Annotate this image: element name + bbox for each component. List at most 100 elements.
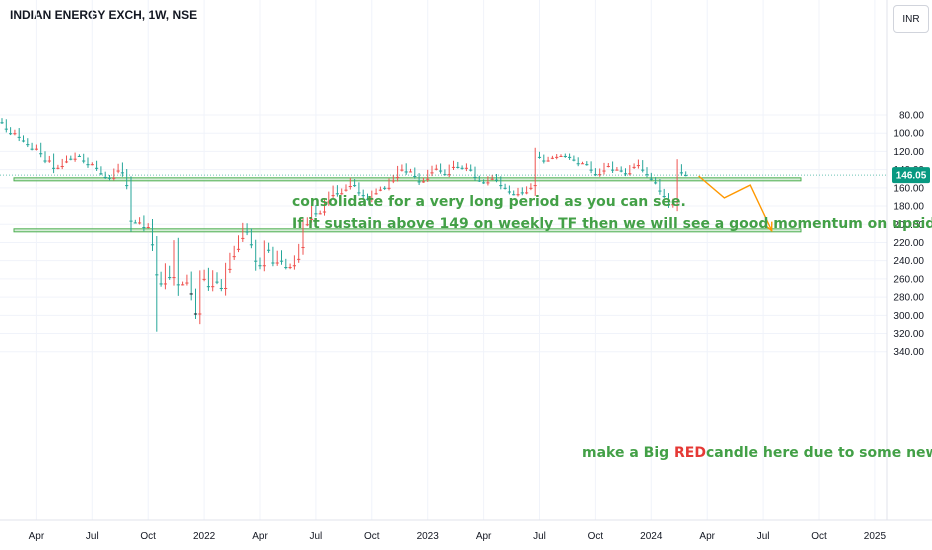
annotation-red-candle[interactable]: make a Big REDcandle here due to some ne… — [582, 442, 932, 464]
candle-down — [598, 174, 602, 176]
candle-down — [90, 164, 94, 166]
candle-down — [181, 284, 185, 286]
annotation-consolidation[interactable]: consolidate for a very long period as yo… — [292, 191, 932, 235]
candle-up — [193, 313, 198, 315]
candle-up — [589, 169, 593, 171]
candle-down — [580, 163, 585, 165]
projection-arrow-head — [764, 221, 773, 233]
candle-down — [163, 283, 167, 285]
candle-up — [542, 160, 546, 162]
candle-up — [249, 244, 253, 246]
candle-up — [520, 192, 524, 194]
candle-up — [662, 196, 666, 198]
candle-up — [383, 187, 387, 189]
candle-up — [512, 194, 516, 196]
resistance-zone[interactable] — [13, 228, 802, 233]
candle-up — [215, 281, 219, 283]
candle-up — [271, 262, 275, 264]
candle-down — [632, 166, 636, 168]
candle-down — [185, 282, 189, 284]
candle-up — [353, 185, 357, 187]
candle-up — [258, 265, 262, 267]
candle-up — [254, 260, 258, 262]
candle-up — [155, 274, 159, 276]
price-tick-label: 200.00 — [893, 220, 924, 231]
candle-down — [606, 165, 610, 167]
candle-up — [654, 182, 658, 184]
candle-down — [378, 189, 382, 191]
candle-up — [417, 181, 421, 183]
candle-down — [262, 265, 266, 267]
candle-down — [396, 176, 400, 178]
candle-up — [684, 175, 688, 177]
candle-up — [189, 293, 193, 295]
candle-up — [206, 286, 210, 288]
candle-down — [486, 182, 490, 184]
last-price-tag — [892, 167, 930, 184]
candle-up — [404, 171, 408, 173]
annotation-text-after: candle here due to some news. — [706, 445, 932, 461]
candle-down — [202, 278, 206, 280]
candle-down — [340, 193, 344, 195]
time-tick-label: 2023 — [417, 531, 440, 542]
candle-up — [507, 191, 511, 193]
candle-up — [357, 192, 361, 194]
time-tick-label: Jul — [310, 531, 323, 542]
candle-down — [232, 256, 236, 258]
time-axis: Apr Jul Oct 2022 Apr Jul Oct 2023 Apr Jul Oct 2024 A… — [29, 531, 887, 542]
candle-up — [460, 167, 464, 169]
candle-down — [301, 247, 305, 249]
candle-up — [99, 173, 103, 175]
candle-up — [314, 213, 318, 215]
support-zone[interactable] — [13, 177, 802, 182]
candle-up — [658, 190, 662, 192]
time-tick-label: Apr — [252, 531, 268, 542]
last-price-tag-group: 146.05 — [892, 167, 930, 184]
candle-down — [546, 160, 550, 162]
candle-down — [64, 161, 69, 163]
candle-down — [56, 167, 60, 169]
candle-up — [469, 169, 473, 171]
candle-down — [387, 187, 391, 189]
candle-up — [4, 128, 8, 130]
candle-down — [464, 167, 468, 169]
candle-up — [9, 133, 13, 135]
time-tick-label: Oct — [364, 531, 380, 542]
candle-down — [671, 204, 675, 206]
candle-down — [559, 155, 563, 157]
candle-down — [310, 218, 314, 220]
candle-up — [21, 140, 26, 142]
candle-up — [142, 226, 146, 228]
candle-down — [13, 133, 17, 135]
candle-down — [138, 222, 142, 224]
candle-down — [116, 170, 120, 172]
candle-up — [267, 249, 271, 251]
price-tick-label: 160.00 — [893, 183, 924, 194]
candle-up — [279, 260, 284, 262]
candle-up — [129, 220, 133, 222]
annotation-text-red: RED — [674, 445, 706, 461]
candle-down — [47, 160, 51, 162]
candle-up — [125, 185, 129, 187]
price-tick-label: 240.00 — [893, 256, 924, 267]
candle-down — [628, 173, 632, 175]
annotation-line-2: If it sustain above 149 on weekly TF the… — [292, 216, 932, 232]
price-tick-label: 280.00 — [893, 293, 924, 304]
candle-down — [636, 165, 640, 167]
time-tick-label: Oct — [140, 531, 156, 542]
candle-down — [550, 157, 554, 159]
price-tick-label: 300.00 — [893, 311, 924, 322]
candle-up — [0, 122, 4, 124]
candle-up — [611, 169, 615, 171]
time-tick-label: 2024 — [640, 531, 663, 542]
candle-down — [73, 158, 77, 160]
projection-path[interactable] — [698, 175, 773, 231]
time-tick-label: Jul — [533, 531, 546, 542]
candle-up — [641, 169, 645, 171]
candle-down — [198, 313, 202, 315]
currency-selector[interactable]: INR — [893, 5, 929, 33]
candle-down — [400, 169, 404, 171]
candle-up — [120, 172, 124, 174]
price-tick-label: 80.00 — [899, 111, 924, 122]
